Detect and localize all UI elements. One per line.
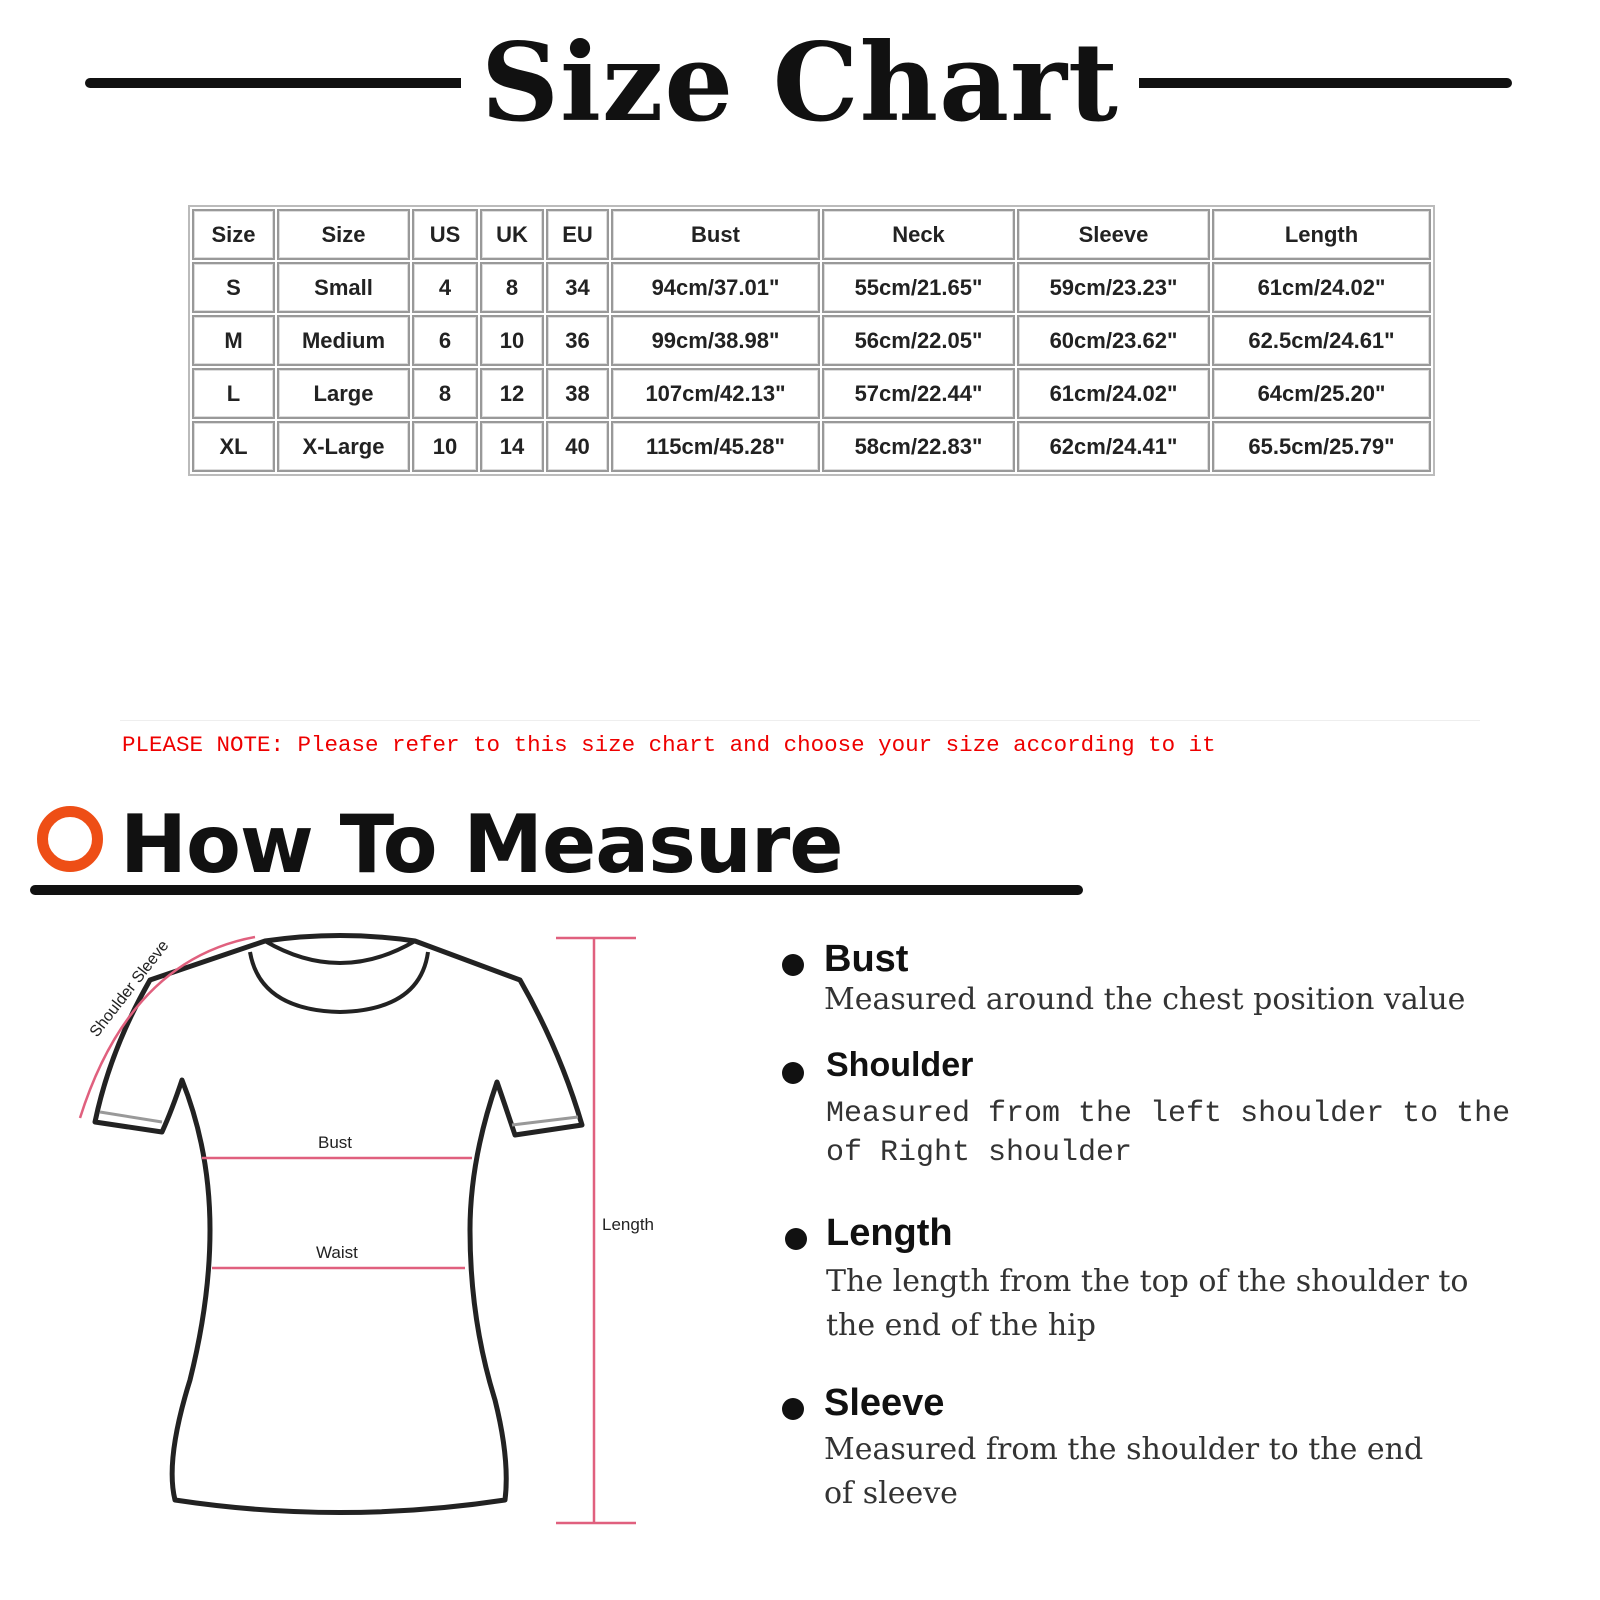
bullet-icon: [782, 954, 804, 976]
table-cell: 59cm/23.23": [1017, 262, 1210, 313]
measure-heading: Shoulder: [826, 1046, 974, 1084]
bullet-icon: [785, 1228, 807, 1250]
table-cell: 8: [412, 368, 478, 419]
title-rule-left: [85, 78, 510, 88]
table-cell: 4: [412, 262, 478, 313]
column-header: EU: [546, 209, 609, 260]
page-title: Size Chart: [0, 18, 1600, 148]
tshirt-diagram: Bust Waist Length Shoulder Sleeve: [78, 933, 654, 1525]
table-cell: 10: [412, 421, 478, 472]
ring-icon: [37, 806, 103, 872]
table-cell: 55cm/21.65": [822, 262, 1015, 313]
table-cell: 62cm/24.41": [1017, 421, 1210, 472]
size-table: Size Size US UK EU Bust Neck Sleeve Length S Smal…: [188, 205, 1435, 476]
table-cell: 36: [546, 315, 609, 366]
table-cell: 61cm/24.02": [1212, 262, 1431, 313]
table-cell: 60cm/23.62": [1017, 315, 1210, 366]
table-cell: 61cm/24.02": [1017, 368, 1210, 419]
table-cell: 115cm/45.28": [611, 421, 820, 472]
column-header: Sleeve: [1017, 209, 1210, 260]
table-cell: Large: [277, 368, 410, 419]
table-cell: 8: [480, 262, 544, 313]
diagram-label-bust: Bust: [318, 1133, 352, 1152]
table-header-row: Size Size US UK EU Bust Neck Sleeve Length: [192, 209, 1431, 260]
bullet-icon: [782, 1062, 804, 1084]
divider: [120, 720, 1480, 721]
diagram-label-waist: Waist: [316, 1243, 358, 1262]
size-note: PLEASE NOTE: Please refer to this size c…: [122, 732, 1216, 758]
column-header: US: [412, 209, 478, 260]
table-row: XL X-Large 10 14 40 115cm/45.28" 58cm/22.83" 62…: [192, 421, 1431, 472]
column-header: UK: [480, 209, 544, 260]
table-cell: 34: [546, 262, 609, 313]
table-row: M Medium 6 10 36 99cm/38.98" 56cm/22.05" 60cm/2…: [192, 315, 1431, 366]
title-rule-right: [1098, 78, 1512, 88]
measure-desc: of sleeve: [824, 1476, 958, 1511]
measure-desc: Measured around the chest position value: [824, 982, 1466, 1017]
tshirt-collar: [248, 951, 430, 1014]
measure-desc: of Right shoulder: [826, 1136, 1133, 1170]
column-header: Length: [1212, 209, 1431, 260]
table-cell: 62.5cm/24.61": [1212, 315, 1431, 366]
table-cell: 12: [480, 368, 544, 419]
table-cell: 65.5cm/25.79": [1212, 421, 1431, 472]
table-cell: 38: [546, 368, 609, 419]
table-cell: Medium: [277, 315, 410, 366]
table-cell: X-Large: [277, 421, 410, 472]
table-cell: 99cm/38.98": [611, 315, 820, 366]
table-cell: 40: [546, 421, 609, 472]
table-row: L Large 8 12 38 107cm/42.13" 57cm/22.44" 61cm/2…: [192, 368, 1431, 419]
column-header: Size: [277, 209, 410, 260]
measure-desc: Measured from the shoulder to the end: [824, 1432, 1424, 1467]
table-cell: XL: [192, 421, 275, 472]
column-header: Neck: [822, 209, 1015, 260]
shoulder-sleeve-arrow: [78, 935, 256, 1119]
table-cell: 94cm/37.01": [611, 262, 820, 313]
column-header: Bust: [611, 209, 820, 260]
table-cell: 57cm/22.44": [822, 368, 1015, 419]
table-cell: 6: [412, 315, 478, 366]
measure-desc: the end of the hip: [826, 1308, 1096, 1343]
bullet-icon: [782, 1398, 804, 1420]
diagram-label-length: Length: [602, 1215, 654, 1234]
measure-desc: The length from the top of the shoulder …: [826, 1264, 1469, 1299]
measure-heading: Sleeve: [824, 1382, 945, 1424]
table-row: S Small 4 8 34 94cm/37.01" 55cm/21.65" 59cm/23.…: [192, 262, 1431, 313]
how-to-measure-title: How To Measure: [120, 798, 844, 891]
measure-desc: Measured from the left shoulder to the: [826, 1097, 1511, 1131]
table-cell: 10: [480, 315, 544, 366]
measure-heading: Length: [826, 1212, 953, 1254]
table-cell: M: [192, 315, 275, 366]
table-cell: Small: [277, 262, 410, 313]
table-cell: S: [192, 262, 275, 313]
table-cell: 58cm/22.83": [822, 421, 1015, 472]
table-cell: 107cm/42.13": [611, 368, 820, 419]
table-cell: 56cm/22.05": [822, 315, 1015, 366]
table-cell: 14: [480, 421, 544, 472]
table-cell: 64cm/25.20": [1212, 368, 1431, 419]
measure-heading: Bust: [824, 938, 909, 980]
tshirt-outline: [92, 933, 585, 1515]
column-header: Size: [192, 209, 275, 260]
section-rule: [30, 885, 1083, 895]
table-cell: L: [192, 368, 275, 419]
